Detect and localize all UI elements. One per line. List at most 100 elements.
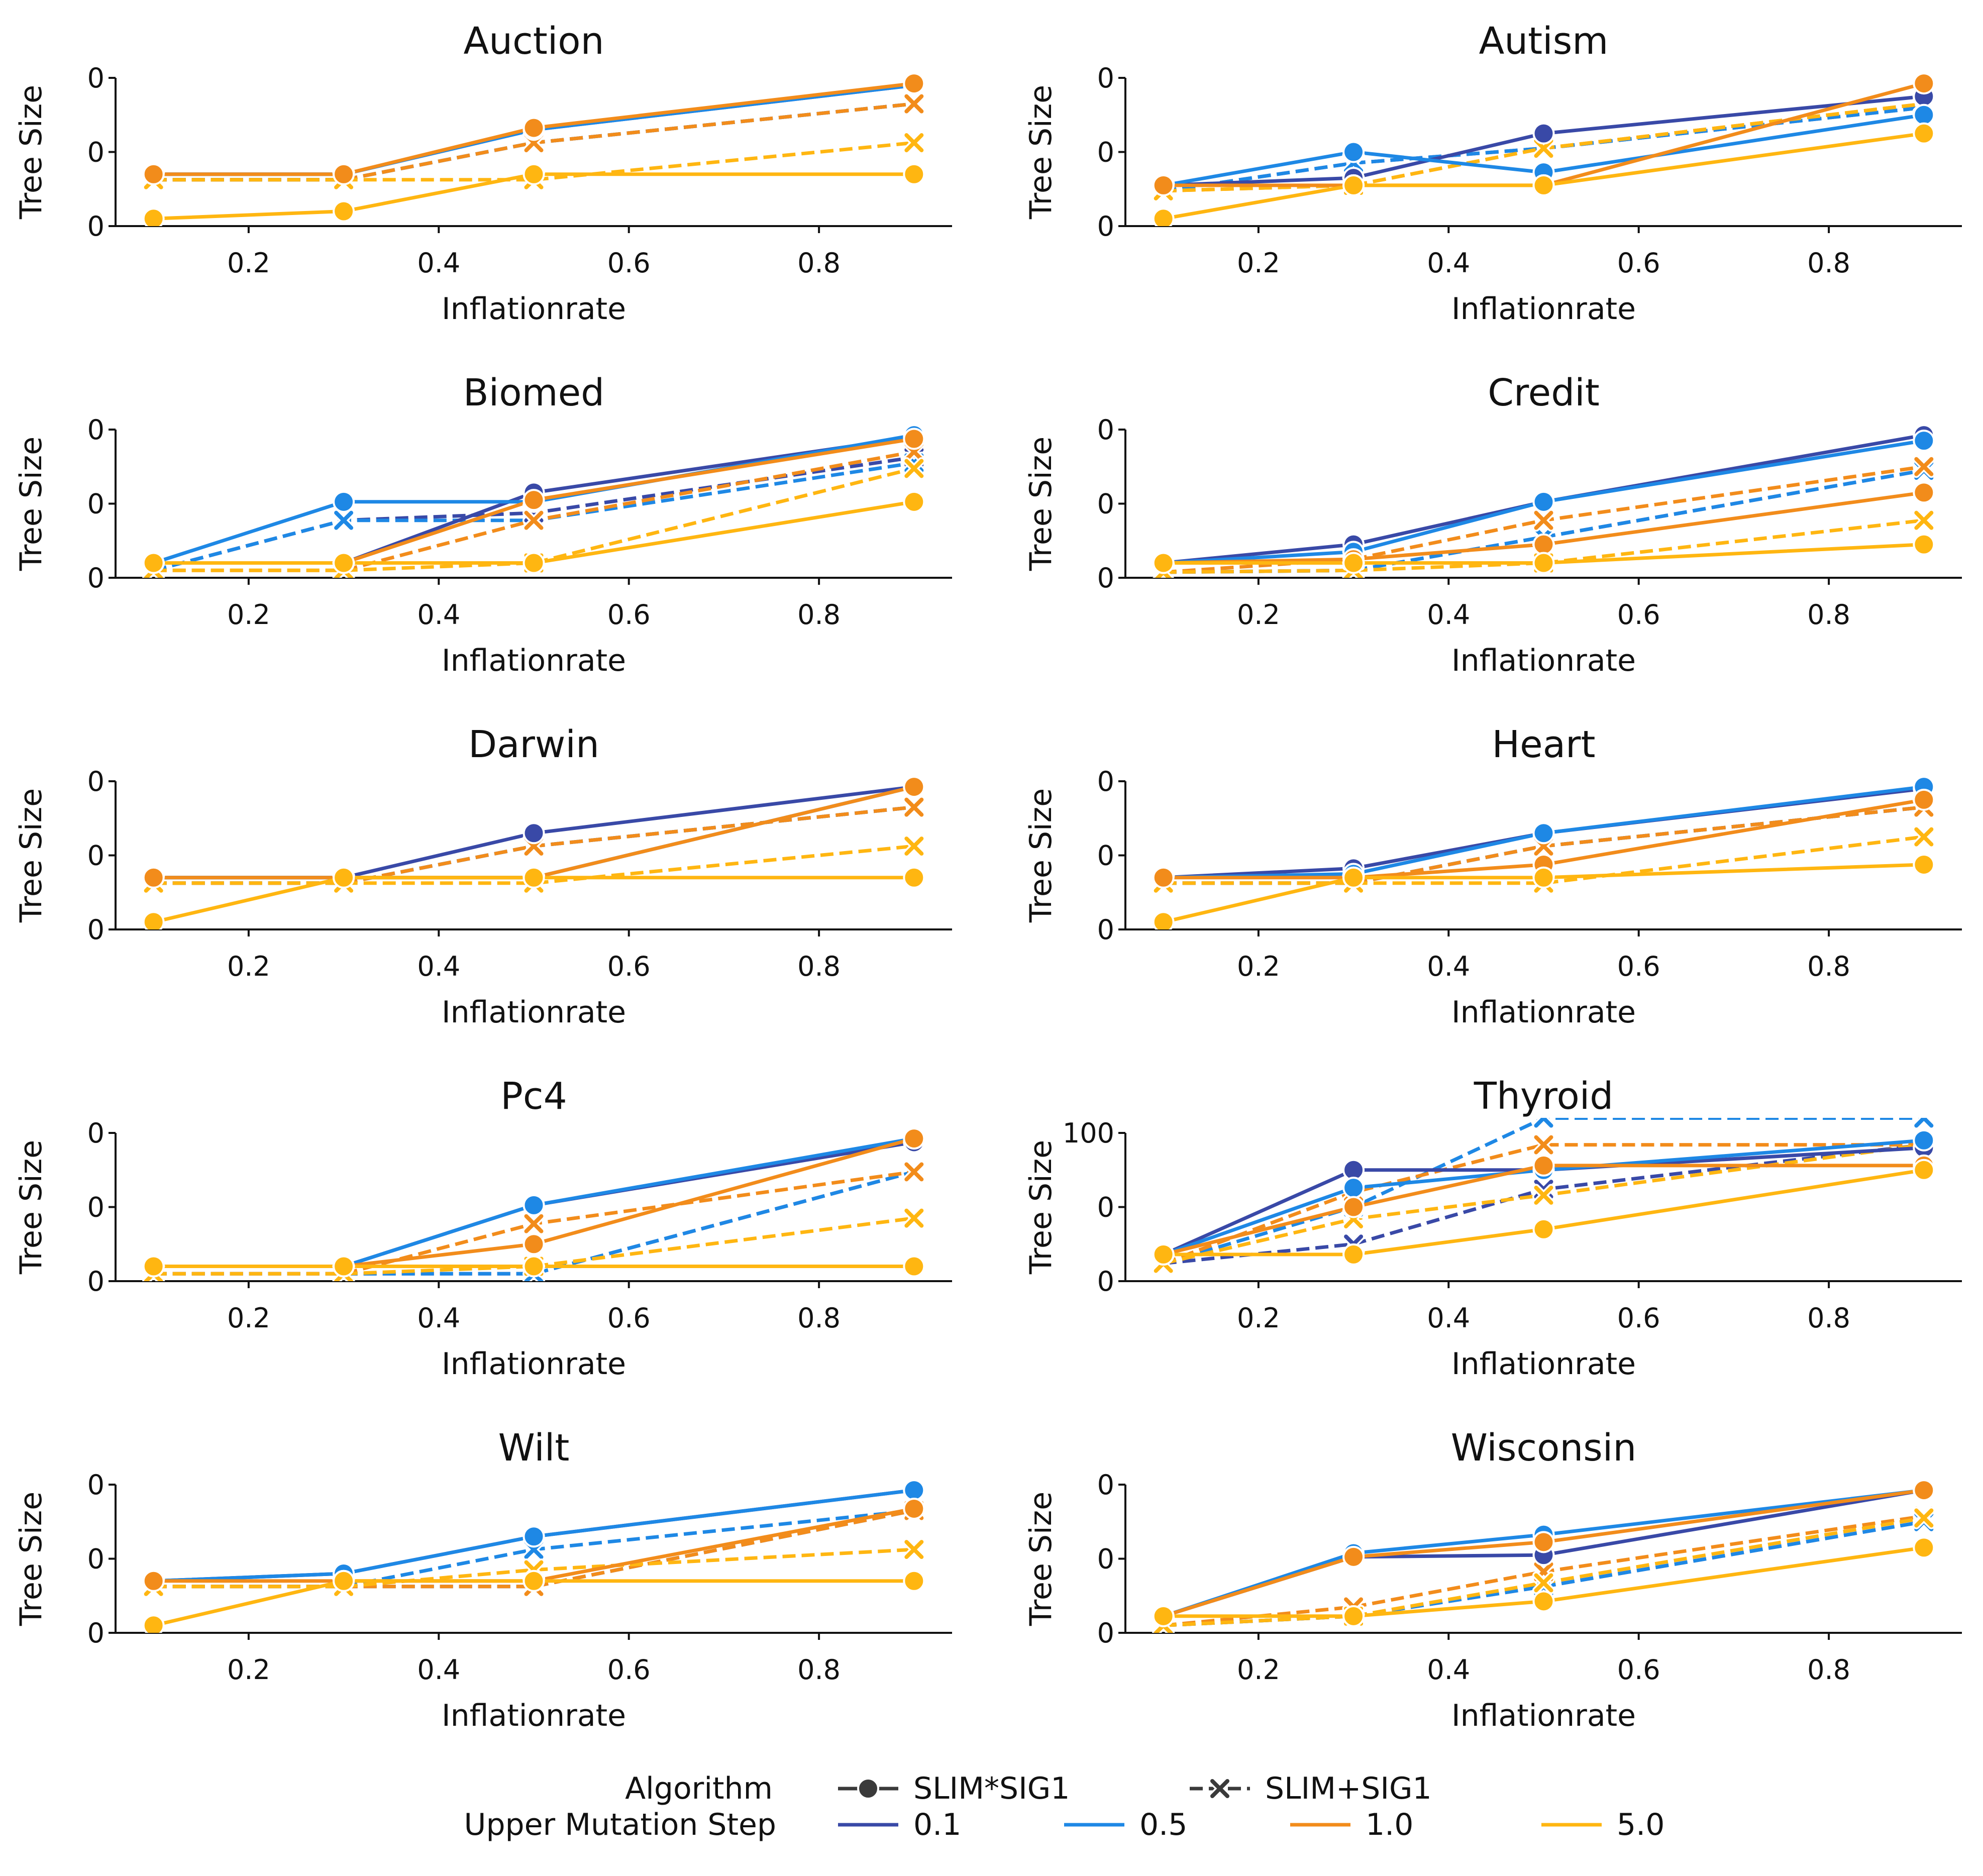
series-line-slim-sig1-1-0	[1163, 465, 1924, 574]
data-point	[523, 866, 545, 889]
series-line-slim-sig1-0-1	[1163, 433, 1924, 565]
x-tick-label: 0.6	[607, 951, 651, 982]
data-point	[1152, 1243, 1175, 1266]
y-tick-label: 0	[1097, 1192, 1114, 1223]
panel-title: Autism	[1479, 20, 1609, 63]
data-point	[903, 866, 925, 889]
data-point	[902, 457, 925, 480]
data-point	[1532, 866, 1555, 889]
data-point	[523, 822, 545, 845]
data-point	[1152, 552, 1175, 574]
y-axis-label: Tree Size	[1023, 437, 1059, 571]
data-point	[523, 489, 545, 511]
panel-wilt: Wilt 0.2 0.4 0.6 0.8 0 0 0 Inflationrate Tree Siz…	[14, 1426, 952, 1733]
y-tick-label: 0	[1097, 840, 1114, 872]
legend-label-step-0-5: 0.5	[1139, 1807, 1187, 1842]
data-point	[1342, 1177, 1365, 1199]
y-tick-label: 0	[1097, 1617, 1114, 1649]
series-line-slim-sig1-0-5	[1163, 1520, 1924, 1627]
y-axis-label: Tree Size	[1023, 1492, 1059, 1626]
data-point	[902, 92, 925, 116]
x-axis-label: Inflationrate	[442, 1346, 626, 1382]
x-axis-label: Inflationrate	[442, 291, 626, 327]
data-point	[1532, 174, 1555, 196]
x-tick-label: 0.6	[1617, 247, 1660, 279]
x-tick-label: 0.2	[1237, 951, 1280, 982]
panel-title: Pc4	[500, 1075, 567, 1118]
data-point	[332, 509, 355, 532]
series-line-slim-sig1-5-0	[153, 1579, 914, 1627]
series-line-slim-sig1-1-0	[1163, 805, 1924, 885]
x-tick-label: 0.2	[1237, 599, 1280, 631]
series-line-slim-sig1-1-0	[1163, 1488, 1924, 1618]
x-tick-label: 0.4	[417, 951, 460, 982]
data-point	[1532, 122, 1555, 145]
series-line-slim-sig1-0-5	[1163, 1488, 1924, 1618]
x-tick-label: 0.4	[417, 599, 460, 631]
data-point	[523, 117, 545, 139]
series-line-slim-sig1-0-5	[153, 461, 914, 572]
series-line-slim-sig1-1-0	[153, 805, 914, 885]
series-line-slim-sig1-0-5	[153, 1488, 914, 1583]
data-point	[1532, 1571, 1555, 1594]
data-point	[1913, 430, 1935, 452]
data-point	[903, 1479, 925, 1502]
x-tick-label: 0.8	[797, 1302, 841, 1334]
data-point	[1342, 174, 1365, 196]
data-point	[902, 131, 925, 154]
data-point	[1913, 788, 1935, 811]
x-tick-label: 0.4	[1427, 951, 1470, 982]
data-point	[1913, 533, 1935, 556]
panel-auction: Auction 0.2 0.4 0.6 0.8 0 0 0 Inflationrate Tree …	[14, 20, 952, 327]
x-tick-label: 0.6	[607, 599, 651, 631]
y-tick-label: 0	[87, 211, 105, 242]
series-line-slim-sig1-5-0	[153, 500, 914, 565]
data-point	[1532, 1218, 1555, 1240]
x-tick-label: 0.6	[1617, 951, 1660, 982]
y-axis-label: Tree Size	[1023, 788, 1059, 923]
data-point	[1342, 552, 1365, 574]
data-point	[333, 490, 355, 513]
y-tick-label: 0	[87, 1266, 105, 1297]
series-group	[1152, 1479, 1935, 1633]
y-tick-label: 0	[87, 414, 105, 446]
data-point	[333, 1570, 355, 1592]
y-tick-label: 0	[87, 137, 105, 168]
series-line-slim-sig1-5-0	[153, 876, 914, 924]
panel-title: Heart	[1492, 723, 1596, 766]
x-tick-label: 0.6	[607, 247, 651, 279]
series-line-slim-sig1-1-0	[1163, 798, 1924, 880]
x-axis-label: Inflationrate	[1451, 995, 1636, 1030]
data-point	[523, 552, 545, 574]
data-point	[1342, 1196, 1365, 1218]
panel-title: Biomed	[463, 371, 604, 414]
data-point	[1342, 141, 1365, 163]
data-point	[1532, 509, 1555, 532]
series-group	[1152, 1118, 1935, 1275]
data-point	[1532, 1590, 1555, 1613]
data-point	[142, 163, 165, 185]
series-line-slim-sig1-0-5	[1163, 1138, 1924, 1257]
y-axis-label: Tree Size	[14, 788, 49, 923]
panel-biomed: Biomed 0.2 0.4 0.6 0.8 0 0 0 Inflationrate Tree S…	[14, 371, 952, 678]
data-point	[1342, 1605, 1365, 1627]
data-point	[903, 1127, 925, 1150]
series-line-slim-sig1-5-0	[1163, 102, 1924, 193]
data-point	[1532, 552, 1555, 574]
y-tick-label: 0	[87, 840, 105, 872]
x-tick-label: 0.8	[1807, 247, 1850, 279]
x-tick-label: 0.6	[1617, 1302, 1660, 1334]
data-point	[1532, 533, 1555, 556]
legend-label-slim-sig1: SLIM+SIG1	[1265, 1771, 1432, 1806]
panel-wisconsin: Wisconsin 0.2 0.4 0.6 0.8 0 0 0 Inflationrate Tre…	[1023, 1426, 1962, 1733]
series-group	[142, 72, 925, 226]
data-point	[1152, 911, 1175, 929]
series-line-slim-sig1-5-0	[153, 172, 914, 221]
x-tick-label: 0.8	[797, 1654, 841, 1686]
y-tick-label: 0	[1097, 1469, 1114, 1501]
data-point	[523, 1255, 545, 1278]
y-tick-label: 0	[87, 1469, 105, 1501]
series-line-slim-sig1-0-5	[1163, 468, 1924, 574]
x-tick-label: 0.4	[417, 1654, 460, 1686]
series-line-slim-sig1-5-0	[1163, 1168, 1924, 1257]
